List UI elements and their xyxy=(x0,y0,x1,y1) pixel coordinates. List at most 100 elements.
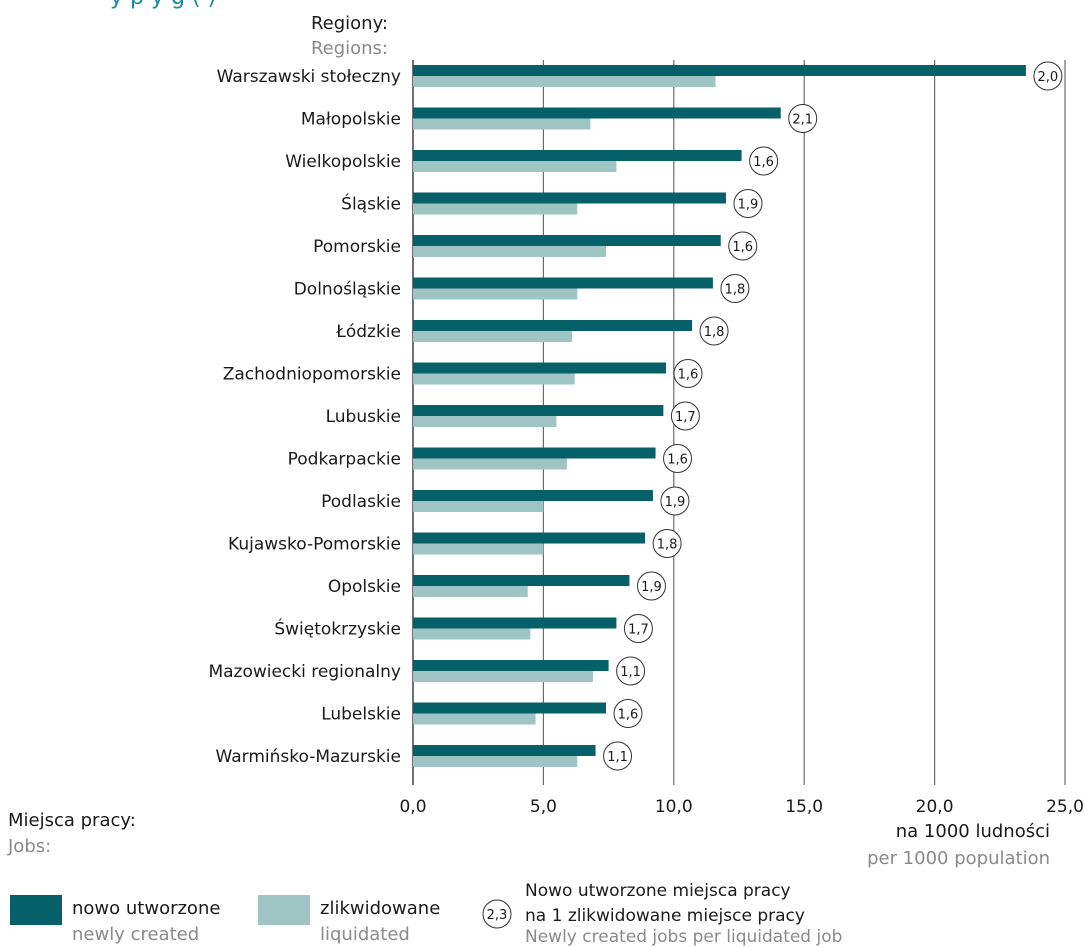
category-label: Łódzkie xyxy=(335,322,401,342)
category-label: Lubelskie xyxy=(321,705,401,725)
bar-liquidated xyxy=(413,586,528,597)
ratio-marker: 2,0 xyxy=(1033,61,1063,91)
ratio-marker: 1,1 xyxy=(603,741,633,771)
bar-newly-created xyxy=(413,490,653,501)
category-label: Mazowiecki regionalny xyxy=(208,662,401,682)
ratio-marker: 1,8 xyxy=(720,274,750,303)
ratio-circle xyxy=(636,571,666,601)
x-tick-label: 5,0 xyxy=(530,797,557,817)
ratio-circle xyxy=(733,189,763,218)
ratio-circle xyxy=(699,316,729,346)
legend-swatch-liquidated xyxy=(258,895,310,925)
bar-liquidated xyxy=(413,543,544,555)
category-label: Dolnośląskie xyxy=(294,280,401,300)
region-axis-label: Regiony: xyxy=(311,13,388,34)
bar-newly-created xyxy=(413,702,606,714)
ratio-marker: 1,9 xyxy=(636,571,666,601)
ratio-circle xyxy=(1033,61,1063,91)
bar-liquidated xyxy=(413,331,573,342)
ratio-circle xyxy=(613,699,643,728)
ratio-marker: 2,1 xyxy=(788,104,818,133)
ratio-marker: 1,9 xyxy=(733,189,763,218)
x-tick-label: 20,0 xyxy=(916,797,954,817)
bar-liquidated xyxy=(413,628,531,640)
legend-label-newly-created: nowo utworzone xyxy=(72,898,220,919)
bar-liquidated xyxy=(413,246,606,257)
bar-newly-created xyxy=(413,745,596,756)
bar-liquidated xyxy=(413,416,557,427)
ratio-marker: 1,6 xyxy=(673,359,703,388)
ratio-marker: 1,8 xyxy=(652,529,682,558)
bar-newly-created xyxy=(413,107,781,119)
category-label: Kujawsko-Pomorskie xyxy=(228,535,401,555)
bar-newly-created xyxy=(413,447,656,459)
ratio-marker: 1,6 xyxy=(728,231,758,261)
ratio-circle xyxy=(720,274,750,303)
category-label: Lubuskie xyxy=(326,407,401,427)
ratio-value: 1,1 xyxy=(607,750,628,765)
ratio-value: 1,6 xyxy=(753,155,774,170)
legend-title: Miejsca pracy: xyxy=(8,810,136,831)
x-tick-label: 10,0 xyxy=(655,797,693,817)
legend-label-newly-created-en: newly created xyxy=(72,924,199,945)
ratio-value: 2,0 xyxy=(1038,70,1059,85)
legend-ratio-circle xyxy=(482,899,512,929)
bar-liquidated xyxy=(413,373,575,385)
bar-liquidated xyxy=(413,118,591,130)
ratio-value: 1,8 xyxy=(657,538,678,553)
bar-newly-created xyxy=(413,150,742,161)
bar-newly-created xyxy=(413,575,630,586)
category-label: Świętokrzyskie xyxy=(274,618,401,640)
category-label: Małopolskie xyxy=(301,110,401,130)
category-label: Warszawski stołeczny xyxy=(217,67,401,87)
ratio-value: 1,6 xyxy=(732,240,753,255)
ratio-circle xyxy=(728,231,758,261)
ratio-value: 1,7 xyxy=(675,410,696,425)
bar-newly-created xyxy=(413,617,617,629)
ratio-marker: 1,1 xyxy=(616,656,646,686)
ratio-circle xyxy=(788,104,818,133)
chart-title-fragment: y p y g ( ) xyxy=(110,0,216,10)
ratio-marker: 1,6 xyxy=(749,146,779,176)
legend-ratio-sample: 2,3 xyxy=(487,908,508,923)
ratio-value: 1,8 xyxy=(704,325,725,340)
bar-liquidated xyxy=(413,203,578,215)
bars xyxy=(413,65,1026,767)
ratio-value: 1,6 xyxy=(678,368,699,383)
legend-ratio-line3: Newly created jobs per liquidated job xyxy=(525,927,842,947)
ratio-markers: 2,0 2,1 1,6 1,9 1,6 1,8 1,8 1,6 1,7 1,6 1,9 1,8 1,9 1… xyxy=(603,61,1063,771)
ratio-value: 1,9 xyxy=(665,495,686,510)
bar-newly-created xyxy=(413,660,609,671)
x-tick-label: 0,0 xyxy=(399,797,426,817)
category-label: Wielkopolskie xyxy=(285,152,401,172)
bar-liquidated xyxy=(413,671,593,682)
bar-liquidated xyxy=(413,713,536,725)
ratio-circle xyxy=(660,486,690,516)
ratio-value: 1,6 xyxy=(667,453,688,468)
ratio-value: 1,8 xyxy=(725,283,746,298)
bar-newly-created xyxy=(413,277,713,289)
bar-newly-created xyxy=(413,320,693,331)
legend: Miejsca pracy: Jobs: nowo utworzone newl… xyxy=(7,810,842,947)
legend-swatch-newly-created xyxy=(10,895,62,925)
ratio-circle xyxy=(652,529,682,558)
bar-newly-created xyxy=(413,65,1026,76)
legend-ratio-line2: na 1 zlikwidowane miejsce pracy xyxy=(525,906,805,926)
bar-liquidated xyxy=(413,161,617,172)
ratio-marker: 1,6 xyxy=(663,444,693,473)
bar-newly-created xyxy=(413,532,646,544)
ratio-marker: 1,7 xyxy=(623,614,653,643)
ratio-marker: 1,9 xyxy=(660,486,690,516)
bar-newly-created xyxy=(413,192,726,204)
category-label: Śląskie xyxy=(341,193,401,215)
ratio-circle xyxy=(749,146,779,176)
category-label: Pomorskie xyxy=(313,237,401,257)
x-tick-label: 25,0 xyxy=(1046,797,1084,817)
bar-newly-created xyxy=(413,235,721,246)
ratio-marker: 1,7 xyxy=(670,401,700,431)
bar-liquidated xyxy=(413,756,578,767)
region-axis-label-en: Regions: xyxy=(311,38,388,59)
category-label: Podlaskie xyxy=(321,492,401,512)
ratio-marker: 1,8 xyxy=(699,316,729,346)
bar-liquidated xyxy=(413,288,578,300)
